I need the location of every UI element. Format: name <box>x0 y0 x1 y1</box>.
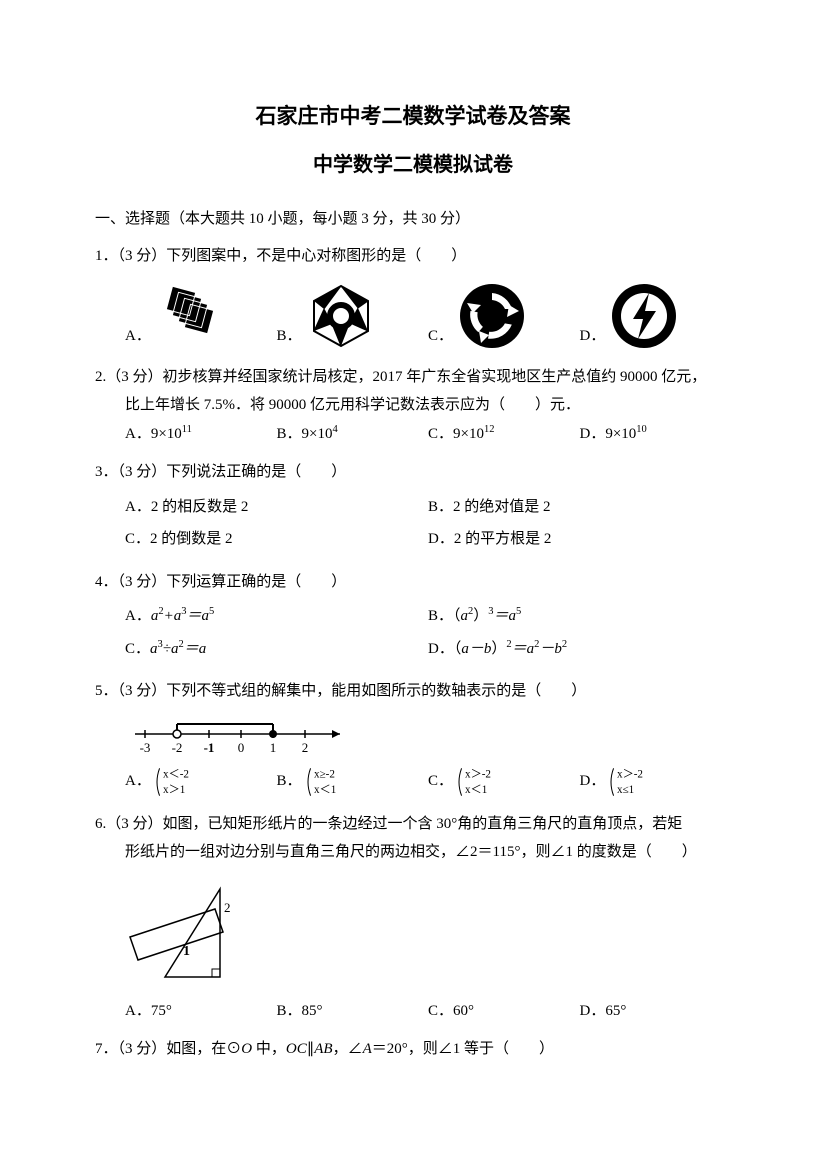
q5-opt-d: D． x＞-2 x≤1 <box>580 764 732 800</box>
q6-options: A．75° B．85° C．60° D．65° <box>95 997 731 1026</box>
svg-text:x＜1: x＜1 <box>465 784 487 796</box>
q3-opt-d: D．2 的平方根是 2 <box>428 525 731 554</box>
question-4: 4．（3 分）下列运算正确的是（ ） A．a2+a3＝a5 B．（a2）3＝a5… <box>95 568 731 668</box>
question-7: 7．（3 分）如图，在⊙O 中，OC∥AB，∠A＝20°，则∠1 等于（ ） <box>95 1035 731 1064</box>
q3-opt-b: B．2 的绝对值是 2 <box>428 493 731 522</box>
q4-opt-d: D．（a－b）2＝a2－b2 <box>428 635 731 664</box>
q2-opt-a: A．9×1011 <box>125 420 277 449</box>
q6-opt-c: C．60° <box>428 997 580 1026</box>
question-3: 3．（3 分）下列说法正确的是（ ） A．2 的相反数是 2 B．2 的绝对值是… <box>95 458 731 558</box>
q2-opt-c: C．9×1012 <box>428 420 580 449</box>
question-5: 5．（3 分）下列不等式组的解集中，能用如图所示的数轴表示的是（ ） -3 -2 <box>95 677 731 800</box>
q5-opt-b: B． x≥-2 x＜1 <box>277 764 429 800</box>
q3-opt-a: A．2 的相反数是 2 <box>125 493 428 522</box>
main-title: 石家庄市中考二模数学试卷及答案 <box>95 100 731 130</box>
q3-opt-c: C．2 的倒数是 2 <box>125 525 428 554</box>
q4-opt-b: B．（a2）3＝a5 <box>428 602 731 631</box>
q2-line1: 2.（3 分）初步核算并经国家统计局核定，2017 年广东全省实现地区生产总值约… <box>95 363 731 392</box>
q4-opt-a: A．a2+a3＝a5 <box>125 602 428 631</box>
q1-stem: 1．（3 分）下列图案中，不是中心对称图形的是（ ） <box>95 242 731 271</box>
q4-stem: 4．（3 分）下列运算正确的是（ ） <box>95 568 731 597</box>
svg-text:x＜-2: x＜-2 <box>163 768 189 780</box>
q2-options: A．9×1011 B．9×104 C．9×1012 D．9×1010 <box>95 420 731 449</box>
lightning-icon <box>609 281 679 351</box>
q2-opt-d: D．9×1010 <box>580 420 732 449</box>
q5-stem: 5．（3 分）下列不等式组的解集中，能用如图所示的数轴表示的是（ ） <box>95 677 731 706</box>
svg-text:1: 1 <box>183 944 190 959</box>
question-2: 2.（3 分）初步核算并经国家统计局核定，2017 年广东全省实现地区生产总值约… <box>95 363 731 449</box>
q4-opt-c: C．a3÷a2＝a <box>125 635 428 664</box>
section-header: 一、选择题（本大题共 10 小题，每小题 3 分，共 30 分） <box>95 207 731 228</box>
q1-opt-b: B． <box>277 281 429 351</box>
q2-line2: 比上年增长 7.5%．将 90000 亿元用科学记数法表示应为（ ）元． <box>95 391 731 420</box>
svg-text:x＞-2: x＞-2 <box>617 768 643 780</box>
q6-opt-b: B．85° <box>277 997 429 1026</box>
q2-opt-b: B．9×104 <box>277 420 429 449</box>
svg-text:x＞1: x＞1 <box>163 784 185 796</box>
svg-text:-1: -1 <box>204 740 215 755</box>
svg-text:-3: -3 <box>140 740 151 755</box>
q1-opt-c: C． <box>428 281 580 351</box>
question-1: 1．（3 分）下列图案中，不是中心对称图形的是（ ） A． <box>95 242 731 351</box>
question-6: 6.（3 分）如图，已知矩形纸片的一条边经过一个含 30°角的直角三角尺的直角顶… <box>95 810 731 1026</box>
numberline-figure: -3 -2 -1 0 1 2 <box>95 714 731 756</box>
q1-options: A． <box>95 281 731 351</box>
q7-stem: 7．（3 分）如图，在⊙O 中，OC∥AB，∠A＝20°，则∠1 等于（ ） <box>95 1035 731 1064</box>
recycle-icon <box>457 281 527 351</box>
svg-text:x＞-2: x＞-2 <box>465 768 491 780</box>
q6-figure: 1 2 <box>95 877 731 987</box>
q6-line2: 形纸片的一组对边分别与直角三角尺的两边相交，∠2＝115°，则∠1 的度数是（ … <box>95 838 731 867</box>
svg-text:1: 1 <box>270 740 277 755</box>
q3-stem: 3．（3 分）下列说法正确的是（ ） <box>95 458 731 487</box>
q5-opt-a: A． x＜-2 x＞1 <box>125 764 277 800</box>
svg-text:2: 2 <box>302 740 309 755</box>
sub-title: 中学数学二模模拟试卷 <box>95 148 731 177</box>
q1-opt-d: D． <box>580 281 732 351</box>
svg-text:x≤1: x≤1 <box>617 784 634 796</box>
q3-options: A．2 的相反数是 2 B．2 的绝对值是 2 C．2 的倒数是 2 D．2 的… <box>95 493 731 558</box>
svg-text:2: 2 <box>224 900 231 915</box>
svg-text:0: 0 <box>238 740 245 755</box>
exam-page: 石家庄市中考二模数学试卷及答案 中学数学二模模拟试卷 一、选择题（本大题共 10… <box>0 0 826 1169</box>
svg-text:-2: -2 <box>172 740 183 755</box>
q6-opt-d: D．65° <box>580 997 732 1026</box>
q6-line1: 6.（3 分）如图，已知矩形纸片的一条边经过一个含 30°角的直角三角尺的直角顶… <box>95 810 731 839</box>
q5-options: A． x＜-2 x＞1 B． x≥-2 x＜1 C． x <box>95 764 731 800</box>
q5-opt-c: C． x＞-2 x＜1 <box>428 764 580 800</box>
q1-opt-a: A． <box>125 281 277 351</box>
q4-options: A．a2+a3＝a5 B．（a2）3＝a5 C．a3÷a2＝a D．（a－b）2… <box>95 602 731 667</box>
svg-text:x＜1: x＜1 <box>314 784 336 796</box>
hexagon-icon <box>306 281 376 351</box>
pattern-icon <box>155 281 225 351</box>
q6-opt-a: A．75° <box>125 997 277 1026</box>
svg-text:x≥-2: x≥-2 <box>314 768 335 780</box>
